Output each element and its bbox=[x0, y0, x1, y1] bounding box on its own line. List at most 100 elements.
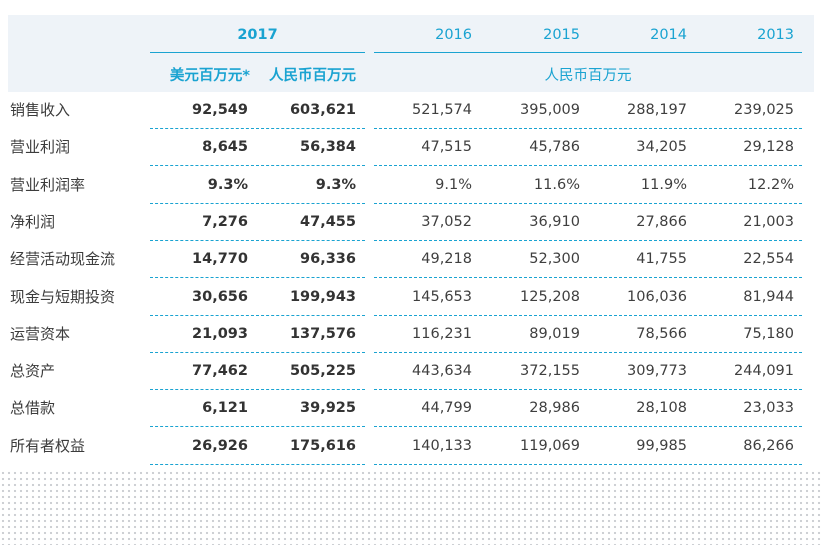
table-cell: 77,462 bbox=[192, 363, 248, 380]
table-cell: 145,653 bbox=[412, 288, 472, 305]
table-cell: 603,621 bbox=[289, 102, 356, 118]
table-cell: 521,574 bbox=[412, 102, 472, 118]
row-divider bbox=[150, 463, 365, 465]
year-2015-header: 2015 bbox=[543, 27, 580, 43]
table-cell: 21,003 bbox=[743, 213, 794, 230]
table-cell: 119,069 bbox=[520, 437, 580, 454]
unit-usd-header: 美元百万元* bbox=[169, 68, 250, 84]
row-divider bbox=[150, 351, 365, 353]
year-2016-header: 2016 bbox=[435, 27, 472, 43]
table-cell: 309,773 bbox=[627, 363, 687, 380]
table-cell: 7,276 bbox=[202, 213, 248, 230]
table-cell: 140,133 bbox=[412, 437, 472, 454]
table-cell: 137,576 bbox=[289, 325, 356, 342]
table-row: 总资产 77,462 505,225 443,634 372,155 309,773 244… bbox=[0, 353, 822, 391]
row-divider bbox=[150, 314, 365, 316]
table-cell: 89,019 bbox=[529, 325, 580, 342]
table-cell: 96,336 bbox=[300, 251, 356, 268]
row-divider bbox=[374, 426, 802, 428]
table-cell: 86,266 bbox=[743, 437, 794, 454]
table-header-band bbox=[8, 15, 814, 92]
table-cell: 44,799 bbox=[421, 400, 472, 417]
table-cell: 75,180 bbox=[743, 325, 794, 342]
table-cell: 34,205 bbox=[636, 139, 687, 156]
table-cell: 11.9% bbox=[640, 176, 687, 193]
row-divider bbox=[374, 202, 802, 204]
row-divider bbox=[150, 128, 365, 129]
row-divider bbox=[150, 165, 365, 167]
table-cell: 175,616 bbox=[289, 437, 356, 454]
table-cell: 78,566 bbox=[636, 325, 687, 342]
table-cell: 372,155 bbox=[520, 363, 580, 380]
table-row: 现金与短期投资 30,656 199,943 145,653 125,208 106,03… bbox=[0, 279, 822, 316]
table-cell: 239,025 bbox=[734, 102, 794, 118]
table-cell: 443,634 bbox=[412, 363, 472, 380]
row-label: 运营资本 bbox=[10, 324, 71, 343]
year-2014-header: 2014 bbox=[650, 27, 687, 43]
table-cell: 26,926 bbox=[192, 437, 248, 454]
row-divider bbox=[150, 426, 365, 428]
table-row: 运营资本 21,093 137,576 116,231 89,019 78,566 75,1… bbox=[0, 316, 822, 353]
header-rule-history bbox=[374, 52, 802, 53]
table-cell: 39,925 bbox=[300, 400, 356, 417]
table-row: 净利润 7,276 47,455 37,052 36,910 27,866 21,003 bbox=[0, 204, 822, 241]
table-cell: 29,128 bbox=[743, 139, 794, 156]
table-cell: 395,009 bbox=[520, 102, 580, 118]
table-cell: 116,231 bbox=[412, 325, 472, 342]
table-cell: 22,554 bbox=[743, 251, 794, 268]
table-cell: 6,121 bbox=[202, 400, 248, 417]
table-cell: 99,985 bbox=[636, 437, 687, 454]
row-label: 营业利润率 bbox=[10, 175, 86, 194]
row-divider bbox=[374, 314, 802, 316]
table-cell: 21,093 bbox=[192, 325, 248, 342]
dotted-background-pattern bbox=[0, 470, 822, 545]
row-divider bbox=[150, 389, 365, 391]
row-label: 销售收入 bbox=[10, 101, 71, 119]
table-cell: 9.1% bbox=[435, 176, 472, 193]
table-cell: 8,645 bbox=[202, 139, 248, 156]
row-label: 所有者权益 bbox=[10, 436, 86, 455]
table-cell: 9.3% bbox=[315, 176, 356, 193]
row-divider bbox=[374, 463, 802, 465]
table-row: 经营活动现金流 14,770 96,336 49,218 52,300 41,755 22,… bbox=[0, 241, 822, 279]
row-divider bbox=[374, 128, 802, 129]
unit-rmb-header: 人民币百万元 bbox=[269, 68, 356, 84]
table-row: 营业利润率 9.3% 9.3% 9.1% 11.6% 11.9% 12.2% bbox=[0, 167, 822, 204]
table-cell: 41,755 bbox=[636, 251, 687, 268]
table-cell: 23,033 bbox=[743, 400, 794, 417]
table-cell: 199,943 bbox=[289, 288, 356, 305]
table-cell: 12.2% bbox=[747, 176, 794, 193]
table-cell: 36,910 bbox=[529, 213, 580, 230]
table-cell: 47,515 bbox=[421, 139, 472, 156]
row-divider bbox=[150, 239, 365, 241]
row-divider bbox=[150, 202, 365, 204]
row-label: 经营活动现金流 bbox=[10, 250, 116, 269]
table-row: 所有者权益 26,926 175,616 140,133 119,069 99,985 86… bbox=[0, 428, 822, 465]
table-cell: 244,091 bbox=[734, 363, 794, 380]
row-divider bbox=[374, 165, 802, 167]
table-cell: 92,549 bbox=[192, 102, 248, 118]
row-divider bbox=[374, 277, 802, 279]
table-cell: 27,866 bbox=[636, 213, 687, 230]
row-divider bbox=[150, 277, 365, 279]
row-label: 净利润 bbox=[10, 212, 56, 231]
unit-rmb-history-header: 人民币百万元 bbox=[544, 68, 632, 84]
row-divider bbox=[374, 239, 802, 241]
row-label: 总资产 bbox=[10, 362, 56, 381]
table-cell: 81,944 bbox=[743, 288, 794, 305]
table-cell: 125,208 bbox=[520, 288, 580, 305]
table-row: 总借款 6,121 39,925 44,799 28,986 28,108 23,033 bbox=[0, 390, 822, 428]
table-row: 营业利润 8,645 56,384 47,515 45,786 34,205 29,128 bbox=[0, 129, 822, 167]
row-label: 总借款 bbox=[10, 399, 56, 418]
table-cell: 49,218 bbox=[421, 251, 472, 268]
table-cell: 28,986 bbox=[529, 400, 580, 417]
table-row: 销售收入 92,549 603,621 521,574 395,009 288,197 23… bbox=[0, 92, 822, 129]
row-label: 现金与短期投资 bbox=[10, 287, 116, 306]
table-cell: 9.3% bbox=[207, 176, 248, 193]
table-cell: 30,656 bbox=[192, 288, 248, 305]
table-cell: 28,108 bbox=[636, 400, 687, 417]
header-rule-2017 bbox=[150, 52, 365, 53]
table-cell: 37,052 bbox=[421, 213, 472, 230]
table-cell: 288,197 bbox=[627, 102, 687, 118]
table-cell: 11.6% bbox=[533, 176, 580, 193]
